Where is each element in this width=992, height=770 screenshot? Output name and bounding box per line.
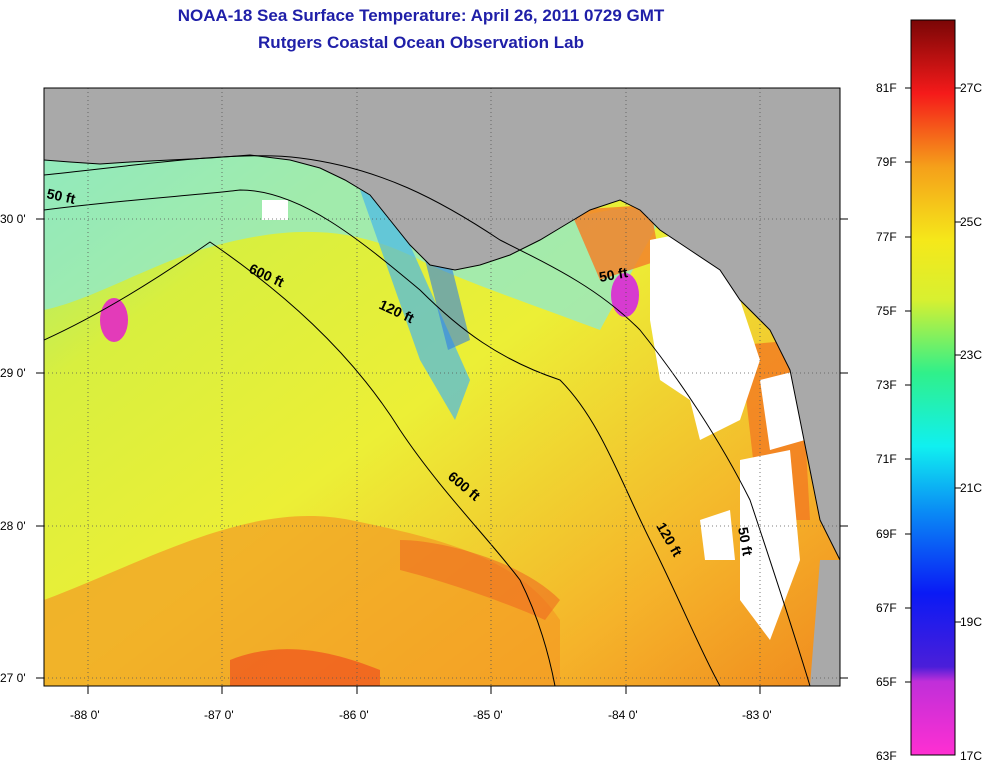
cold-patch-east [611, 273, 639, 317]
colorbar-f-label: 75F [876, 304, 897, 318]
map-frame [43, 87, 841, 687]
lon-label: -86 0' [339, 708, 369, 722]
cold-filament-2 [420, 240, 470, 350]
warm-coastal-north [570, 205, 660, 280]
colorbar-f-label: 73F [876, 378, 897, 392]
contour-120ft [44, 189, 721, 686]
cold-patch-west [100, 298, 128, 342]
colorbar-f-label: 67F [876, 601, 897, 615]
colorbar-f-label: 69F [876, 527, 897, 541]
contour-label-50ft-south: 50 ft [735, 526, 756, 557]
graticule [44, 88, 840, 686]
cloud-mask-4 [700, 510, 735, 560]
colorbar-f-label: 81F [876, 81, 897, 95]
cold-filament [360, 190, 470, 420]
lon-label: -88 0' [70, 708, 100, 722]
cloud-mask-5 [262, 200, 288, 220]
lat-label: 27 0' [0, 671, 26, 685]
map-title: NOAA-18 Sea Surface Temperature: April 2… [177, 6, 665, 25]
colorbar-c-label: 17C [960, 749, 982, 763]
cloud-mask-2 [740, 450, 800, 640]
lon-label: -85 0' [473, 708, 503, 722]
cloud-mask-1 [650, 230, 760, 440]
contour-label-50ft-bigbend: 50 ft [598, 264, 629, 285]
colorbar-f-label: 77F [876, 230, 897, 244]
lon-label: -83 0' [742, 708, 772, 722]
colorbar-c-label: 21C [960, 481, 982, 495]
contour-600ft [44, 241, 556, 686]
lat-label: 30 0' [0, 212, 26, 226]
warm-streak [400, 540, 560, 620]
lon-label: -87 0' [204, 708, 234, 722]
contour-50ft [44, 155, 811, 686]
colorbar-c-label: 27C [960, 81, 982, 95]
colorbar-c-label: 19C [960, 615, 982, 629]
lon-label: -84 0' [608, 708, 638, 722]
axis-ticks [36, 218, 848, 694]
colorbar-f-label: 65F [876, 675, 897, 689]
contour-label-50ft-west: 50 ft [45, 185, 77, 207]
map-subtitle: Rutgers Coastal Ocean Observation Lab [258, 33, 584, 52]
colorbar-f-label: 63F [876, 749, 897, 763]
colorbar-f-label: 71F [876, 452, 897, 466]
lat-label: 29 0' [0, 366, 26, 380]
hot-spot [230, 649, 380, 686]
colorbar-c-label: 23C [960, 348, 982, 362]
land-mass [44, 88, 840, 560]
colorbar [910, 19, 956, 756]
land-mass-south [810, 560, 840, 686]
lat-label: 28 0' [0, 519, 26, 533]
cool-water-band [44, 152, 660, 330]
colorbar-c-label: 25C [960, 215, 982, 229]
colorbar-ticks [905, 87, 961, 683]
colorbar-f-label: 79F [876, 155, 897, 169]
